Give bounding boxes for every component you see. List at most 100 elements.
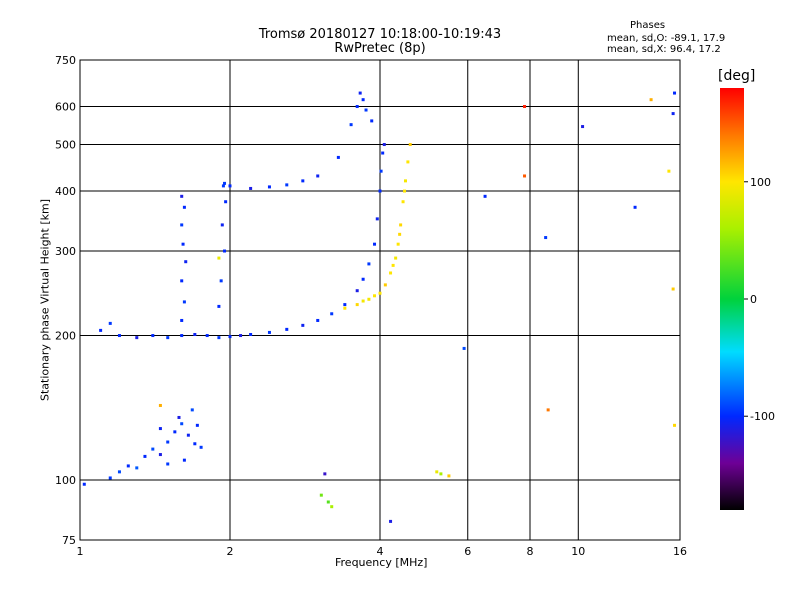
o-mode-point — [379, 169, 383, 173]
colorbar — [720, 88, 744, 510]
x-mode-point — [546, 408, 550, 412]
o-mode-point — [389, 519, 393, 523]
y-tick-label: 75 — [62, 534, 76, 547]
o-mode-point — [180, 194, 184, 198]
o-mode-point — [381, 151, 385, 155]
o-mode-point — [166, 462, 170, 466]
y-tick-label: 600 — [55, 101, 76, 114]
o-mode-point — [249, 332, 253, 336]
x-mode-point — [673, 423, 677, 427]
x-mode-point — [649, 98, 653, 102]
o-mode-point — [151, 334, 155, 338]
o-mode-point — [158, 427, 162, 431]
o-mode-point — [378, 189, 382, 193]
o-mode-point — [221, 184, 225, 188]
o-mode-point — [671, 112, 675, 116]
o-mode-point — [364, 108, 368, 112]
x-tick-label: 10 — [571, 545, 585, 558]
o-mode-point — [182, 300, 186, 304]
x-mode-point — [671, 287, 675, 291]
x-tick-label: 16 — [673, 545, 687, 558]
x-mode-point — [406, 160, 410, 164]
x-mode-point — [439, 472, 443, 476]
x-mode-point — [343, 306, 347, 310]
x-mode-point — [367, 297, 371, 301]
o-mode-point — [151, 447, 155, 451]
chart-subtitle: RwPretec (8p) — [334, 41, 426, 56]
y-tick-label: 300 — [55, 245, 76, 258]
colorbar-tick-label: -100 — [750, 410, 775, 423]
o-mode-point — [180, 279, 184, 283]
o-mode-point — [382, 143, 386, 147]
o-mode-point — [190, 408, 194, 412]
x-mode-point — [217, 256, 221, 260]
x-mode-point — [319, 493, 323, 497]
o-mode-point — [166, 440, 170, 444]
y-tick-label: 400 — [55, 185, 76, 198]
x-mode-point — [408, 143, 412, 147]
o-mode-point — [239, 334, 243, 338]
o-mode-point — [462, 346, 466, 350]
o-mode-point — [205, 334, 209, 338]
x-mode-point — [401, 200, 405, 204]
o-mode-point — [285, 183, 289, 187]
x-axis-label: Frequency [MHz] — [335, 556, 428, 569]
o-mode-point — [316, 174, 320, 178]
o-mode-point — [343, 303, 347, 307]
o-mode-point — [285, 327, 289, 331]
x-mode-point — [399, 223, 403, 227]
o-mode-point — [180, 334, 184, 338]
o-mode-point — [173, 430, 177, 434]
o-mode-point — [223, 249, 227, 253]
o-mode-point — [581, 125, 585, 129]
x-mode-point — [383, 283, 387, 287]
o-mode-point — [220, 223, 224, 227]
o-mode-point — [483, 194, 487, 198]
phase-heading: Phases — [630, 20, 666, 31]
x-mode-point — [403, 189, 407, 193]
o-mode-point — [126, 464, 130, 468]
x-mode-point — [330, 505, 334, 509]
o-mode-point — [370, 119, 374, 123]
x-mode-point — [403, 179, 407, 183]
o-mode-point — [361, 98, 365, 102]
o-mode-point — [249, 186, 253, 190]
o-mode-point — [180, 318, 184, 322]
y-tick-label: 750 — [55, 54, 76, 67]
o-mode-point — [180, 422, 184, 426]
y-tick-label: 100 — [55, 474, 76, 487]
chart-title: Tromsø 20180127 10:18:00-10:19:43 — [258, 27, 502, 42]
x-mode-point — [355, 303, 359, 307]
x-tick-label: 6 — [464, 545, 471, 558]
o-mode-point — [267, 330, 271, 334]
o-mode-point — [166, 336, 170, 340]
o-mode-point — [180, 223, 184, 227]
o-mode-point — [186, 433, 190, 437]
o-mode-point — [182, 205, 186, 209]
o-mode-point — [355, 289, 359, 293]
o-mode-point — [181, 242, 185, 246]
o-mode-point — [316, 318, 320, 322]
x-mode-point — [523, 174, 527, 178]
x-mode-point — [396, 242, 400, 246]
y-axis-label: Stationary phase Virtual Height [km] — [38, 198, 52, 402]
o-mode-point — [673, 91, 677, 95]
x-tick-label: 1 — [77, 545, 84, 558]
colorbar-label: [deg] — [718, 68, 756, 84]
x-mode-point — [447, 474, 451, 478]
o-mode-point — [633, 205, 637, 209]
o-mode-point — [217, 336, 221, 340]
o-mode-point — [544, 236, 548, 240]
phase-mean-x: mean, sd,X: 96.4, 17.2 — [607, 44, 721, 55]
y-tick-label: 500 — [55, 139, 76, 152]
o-mode-point — [373, 242, 377, 246]
x-mode-point — [667, 169, 671, 173]
o-mode-point — [193, 442, 197, 446]
o-mode-point — [301, 179, 305, 183]
o-mode-point — [224, 200, 228, 204]
o-mode-point — [301, 323, 305, 327]
o-mode-point — [228, 335, 232, 339]
o-mode-point — [143, 454, 147, 458]
x-mode-point — [398, 232, 402, 236]
x-mode-point — [378, 291, 382, 295]
